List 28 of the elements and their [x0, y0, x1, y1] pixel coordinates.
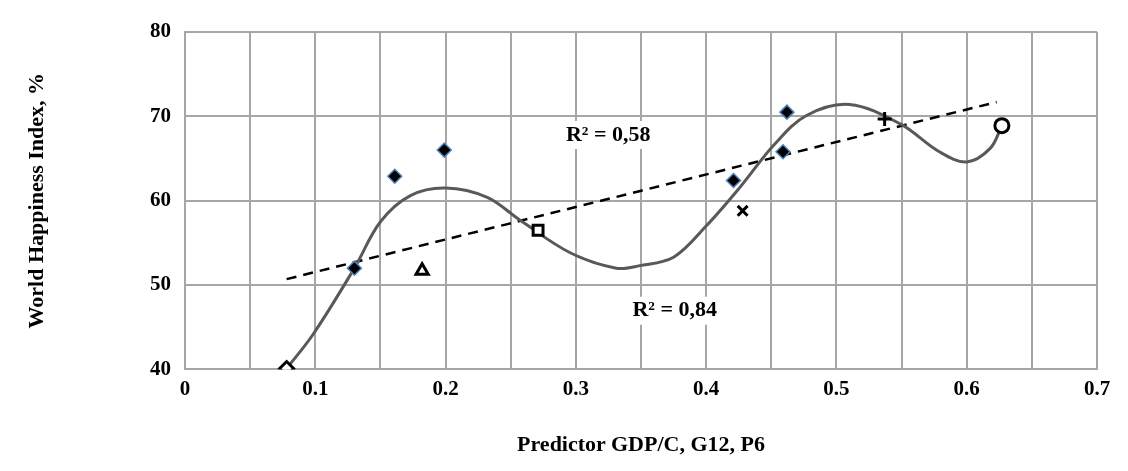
x-tick-label: 0.3 [562, 376, 589, 401]
point [779, 104, 795, 120]
y-tick-label: 50 [150, 271, 171, 296]
y-tick-label: 80 [150, 18, 171, 43]
x-tick-label: 0.4 [693, 376, 720, 401]
x-tick-label: 0.5 [823, 376, 850, 401]
annotation: R² = 0,58 [565, 120, 651, 146]
point [387, 168, 403, 184]
y-tick-label: 70 [150, 102, 171, 127]
y-axis-title: World Happiness Index, % [22, 72, 48, 329]
point [531, 223, 545, 237]
point [736, 204, 750, 218]
annotation: R² = 0,84 [632, 296, 718, 322]
x-tick-label: 0.7 [1083, 376, 1111, 401]
point [876, 110, 894, 128]
point [346, 260, 363, 276]
y-tick-label: 40 [150, 355, 171, 380]
x-tick-label: 0 [179, 376, 191, 401]
x-tick-label: 0.6 [953, 376, 980, 401]
x-tick-label: 0.2 [432, 376, 459, 401]
y-tick-label: 60 [150, 187, 171, 212]
x-tick-label: 0.1 [302, 376, 329, 401]
point [775, 144, 791, 160]
point [725, 172, 742, 189]
point [414, 262, 430, 276]
x-axis-title: Predictor GDP/C, G12, P6 [517, 431, 765, 457]
point [436, 142, 453, 158]
point [993, 117, 1011, 135]
